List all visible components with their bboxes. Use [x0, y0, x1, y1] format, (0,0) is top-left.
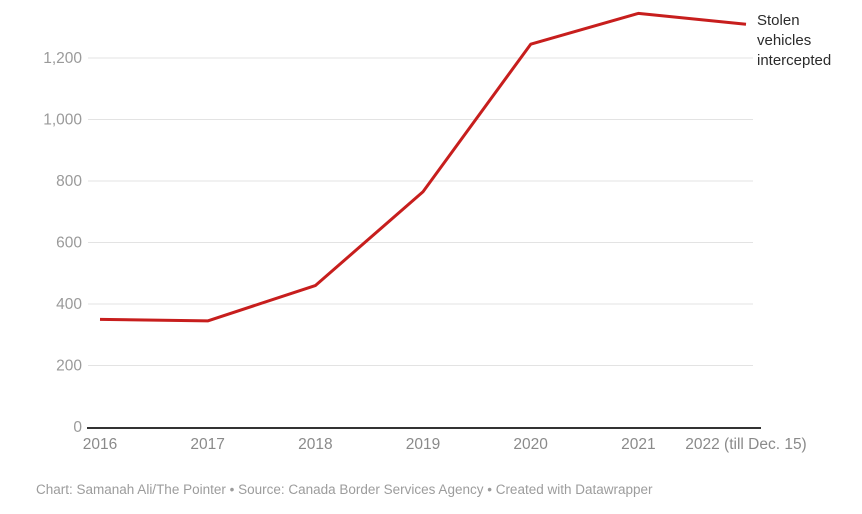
line-chart-canvas: 0 200 400 600 800 1,000 1,200 2016 2017 2018 2019 2…	[43, 11, 807, 453]
y-axis-tick-label: 0	[73, 419, 82, 436]
x-axis-tick-label: 2016	[83, 436, 117, 453]
y-axis-tick-label: 800	[56, 173, 82, 190]
y-axis-tick-label: 200	[56, 358, 82, 375]
y-axis-tick-label: 400	[56, 296, 82, 313]
x-axis-tick-label: 2020	[513, 436, 548, 453]
y-axis-tick-label: 600	[56, 235, 82, 252]
x-axis-tick-label: 2022 (till Dec. 15)	[685, 436, 806, 453]
x-axis-tick-label: 2017	[190, 436, 224, 453]
x-axis-tick-label: 2021	[621, 436, 655, 453]
y-axis-tick-label: 1,000	[43, 112, 82, 129]
y-axis-tick-label: 1,200	[43, 50, 82, 67]
x-axis-tick-label: 2019	[406, 436, 440, 453]
series-annotation-label: Stolen vehicles intercepted	[757, 12, 832, 69]
chart-caption: Chart: Samanah Ali/The Pointer • Source:…	[36, 482, 653, 497]
x-axis-tick-label: 2018	[298, 436, 332, 453]
data-series-line	[99, 11, 747, 323]
